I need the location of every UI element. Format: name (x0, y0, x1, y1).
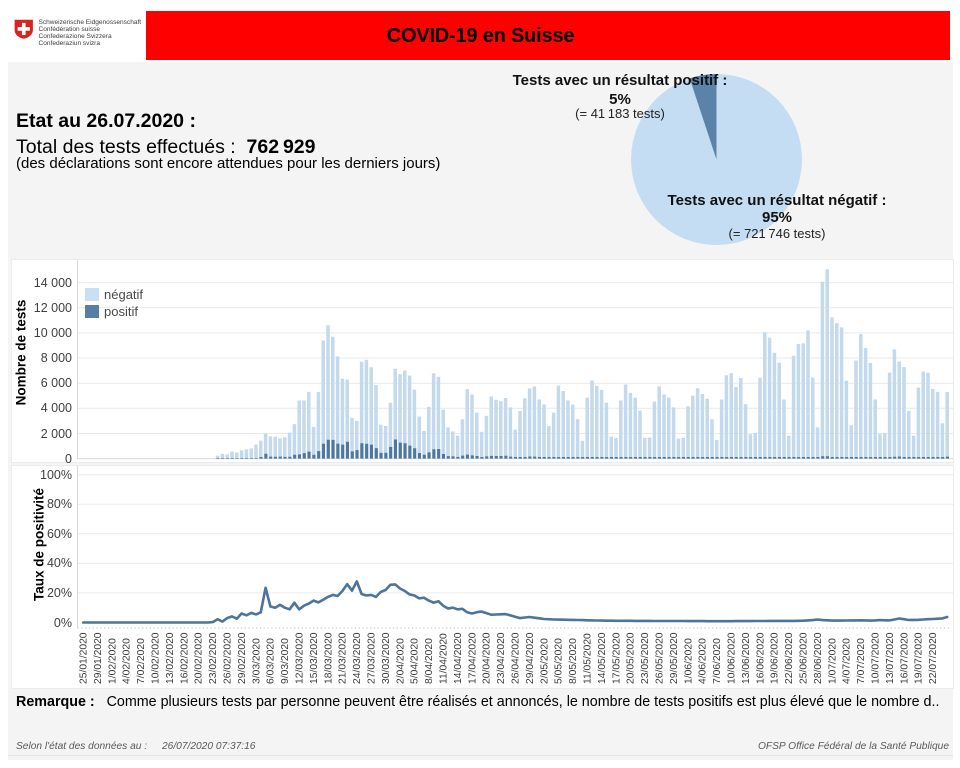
svg-text:26/04/2020: 26/04/2020 (511, 632, 522, 684)
svg-text:19/06/2020: 19/06/2020 (770, 632, 781, 684)
svg-text:29/02/2020: 29/02/2020 (237, 632, 248, 684)
svg-text:18/03/2020: 18/03/2020 (323, 632, 334, 684)
svg-text:1/06/2020: 1/06/2020 (683, 638, 694, 684)
svg-text:26/02/2020: 26/02/2020 (223, 632, 234, 684)
svg-text:25/01/2020: 25/01/2020 (79, 632, 90, 684)
svg-text:3/03/2020: 3/03/2020 (251, 638, 262, 684)
svg-text:13/07/2020: 13/07/2020 (885, 632, 896, 684)
svg-text:15/03/2020: 15/03/2020 (309, 632, 320, 684)
svg-text:8/05/2020: 8/05/2020 (568, 638, 579, 684)
svg-text:25/06/2020: 25/06/2020 (799, 632, 810, 684)
svg-text:10/06/2020: 10/06/2020 (727, 632, 738, 684)
svg-text:30/03/2020: 30/03/2020 (381, 632, 392, 684)
svg-text:14/05/2020: 14/05/2020 (597, 632, 608, 684)
svg-text:11/05/2020: 11/05/2020 (583, 633, 594, 684)
svg-text:27/03/2020: 27/03/2020 (367, 632, 378, 684)
svg-text:4/06/2020: 4/06/2020 (698, 638, 709, 684)
svg-text:8/04/2020: 8/04/2020 (424, 638, 435, 684)
svg-text:7/02/2020: 7/02/2020 (136, 638, 147, 684)
svg-text:1/02/2020: 1/02/2020 (107, 638, 118, 684)
svg-text:9/03/2020: 9/03/2020 (280, 638, 291, 684)
svg-text:10/07/2020: 10/07/2020 (871, 632, 882, 684)
svg-text:19/07/2020: 19/07/2020 (914, 632, 925, 684)
svg-text:24/03/2020: 24/03/2020 (352, 632, 363, 684)
svg-text:13/06/2020: 13/06/2020 (741, 632, 752, 684)
svg-text:16/06/2020: 16/06/2020 (755, 632, 766, 684)
svg-text:12/03/2020: 12/03/2020 (295, 632, 306, 684)
svg-text:4/07/2020: 4/07/2020 (842, 638, 853, 684)
svg-text:14/04/2020: 14/04/2020 (453, 632, 464, 684)
svg-text:29/01/2020: 29/01/2020 (93, 632, 104, 684)
svg-text:17/05/2020: 17/05/2020 (611, 632, 622, 684)
svg-text:7/07/2020: 7/07/2020 (856, 638, 867, 684)
svg-text:13/02/2020: 13/02/2020 (165, 632, 176, 684)
svg-text:26/05/2020: 26/05/2020 (655, 632, 666, 684)
svg-text:5/04/2020: 5/04/2020 (410, 638, 421, 684)
svg-text:7/06/2020: 7/06/2020 (712, 638, 723, 684)
svg-text:1/07/2020: 1/07/2020 (827, 638, 838, 684)
svg-text:6/03/2020: 6/03/2020 (266, 638, 277, 684)
svg-text:28/06/2020: 28/06/2020 (813, 632, 824, 684)
svg-text:17/04/2020: 17/04/2020 (467, 632, 478, 684)
svg-text:29/05/2020: 29/05/2020 (669, 632, 680, 684)
svg-text:23/05/2020: 23/05/2020 (640, 632, 651, 684)
svg-text:11/04/2020: 11/04/2020 (439, 633, 450, 684)
svg-text:2/05/2020: 2/05/2020 (539, 638, 550, 684)
svg-text:5/05/2020: 5/05/2020 (554, 638, 565, 684)
svg-text:20/05/2020: 20/05/2020 (626, 632, 637, 684)
svg-text:2/04/2020: 2/04/2020 (395, 638, 406, 684)
svg-text:10/02/2020: 10/02/2020 (151, 632, 162, 684)
svg-text:4/02/2020: 4/02/2020 (122, 638, 133, 684)
svg-text:22/07/2020: 22/07/2020 (928, 632, 939, 684)
svg-text:21/03/2020: 21/03/2020 (338, 632, 349, 684)
svg-text:20/04/2020: 20/04/2020 (482, 632, 493, 684)
svg-text:29/04/2020: 29/04/2020 (525, 632, 536, 684)
svg-text:20/02/2020: 20/02/2020 (194, 632, 205, 684)
svg-text:16/07/2020: 16/07/2020 (899, 632, 910, 684)
svg-text:22/06/2020: 22/06/2020 (784, 632, 795, 684)
svg-text:23/04/2020: 23/04/2020 (496, 632, 507, 684)
svg-text:23/02/2020: 23/02/2020 (208, 632, 219, 684)
svg-text:16/02/2020: 16/02/2020 (179, 632, 190, 684)
